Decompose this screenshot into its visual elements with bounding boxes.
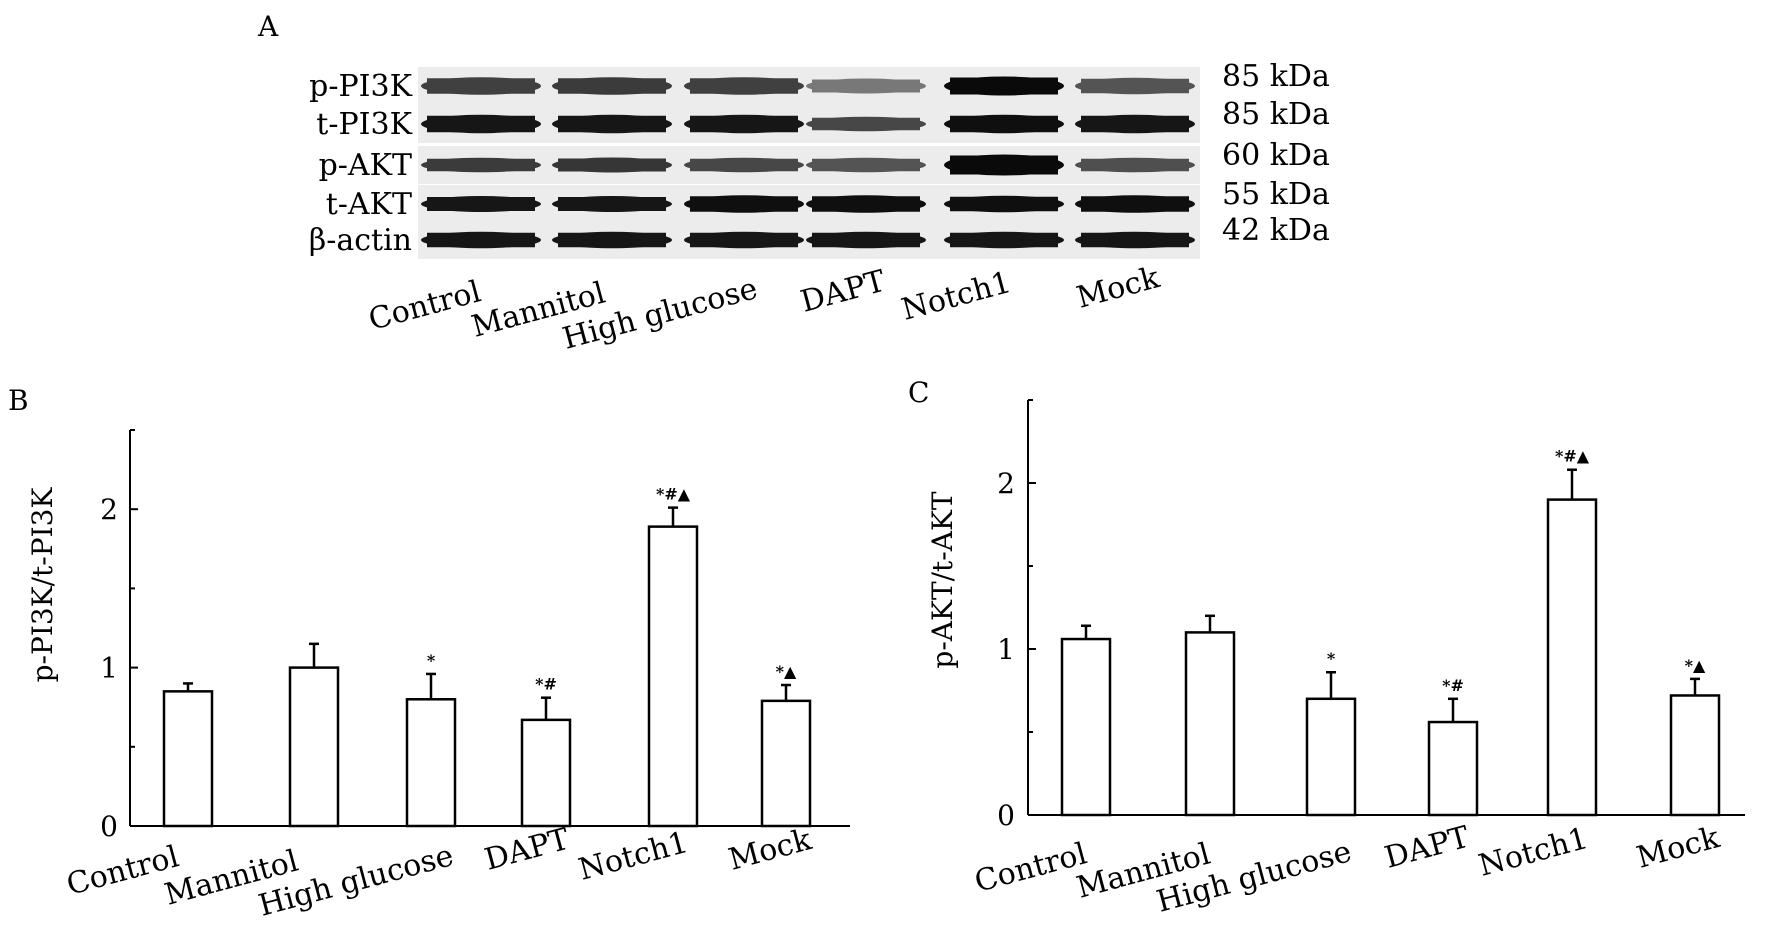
blot-band-core [558, 232, 666, 248]
bar [405, 698, 457, 828]
blot-band-core [950, 196, 1058, 212]
blot-lane-label: Notch1 [898, 265, 1015, 328]
blot-band-core [690, 158, 798, 172]
panel-c-letter: C [908, 376, 929, 409]
blot-lane-label: Mock [1073, 260, 1164, 316]
blot-band-core [558, 197, 666, 211]
significance-marker: *▲ [1685, 656, 1706, 675]
blot-row-label: t-AKT [326, 187, 412, 222]
blot-kda-label: 85 kDa [1222, 97, 1330, 132]
bar [1184, 631, 1236, 817]
blot-band-core [427, 78, 535, 94]
significance-marker: *# [1442, 676, 1464, 695]
blot-row-label: p-PI3K [309, 69, 412, 104]
blot-band-core [558, 158, 666, 172]
y-tick-label: 0 [100, 810, 118, 843]
y-tick-label: 2 [100, 493, 118, 526]
panel-b-chart: B p-PI3K/t-PI3K 012ControlMannitol*High … [8, 384, 850, 924]
blot-lane-label: Control [365, 274, 485, 337]
blot-band-core [812, 117, 920, 131]
x-tick-label: Mock [725, 822, 816, 878]
x-tick-label: DAPT [1381, 820, 1473, 876]
panel-a-letter: A [257, 10, 279, 43]
blot-band-core [812, 79, 920, 93]
bar [520, 718, 572, 828]
blot-band-core [427, 115, 535, 133]
blot-row-label: p-AKT [319, 148, 412, 183]
significance-marker: *# [535, 675, 557, 694]
blot-band-core [950, 155, 1058, 175]
bar [1305, 697, 1357, 817]
significance-marker: *▲ [776, 662, 797, 681]
bar [1669, 694, 1721, 817]
blot-row-label: β-actin [309, 223, 412, 258]
significance-marker: * [1327, 649, 1336, 668]
blot-band-core [558, 115, 666, 133]
blot-band-core [427, 197, 535, 211]
bar [288, 666, 340, 828]
blot-band-core [950, 77, 1058, 95]
panel-b-letter: B [8, 384, 29, 417]
blot-band-core [812, 158, 920, 172]
bar [1427, 720, 1479, 817]
y-tick-label: 1 [100, 652, 118, 685]
blot-kda-label: 60 kDa [1222, 138, 1330, 173]
blot-lane-label: DAPT [797, 264, 889, 320]
significance-marker: * [427, 651, 436, 670]
blot-band-core [690, 115, 798, 133]
x-tick-label: Control [971, 836, 1091, 899]
blot-kda-label: 85 kDa [1222, 59, 1330, 94]
x-tick-label: Notch1 [1475, 821, 1592, 884]
y-tick-label: 1 [997, 633, 1015, 666]
blot-band-core [950, 232, 1058, 248]
blot-band-core [427, 232, 535, 248]
x-tick-label: Notch1 [575, 825, 692, 888]
bar [1060, 637, 1112, 817]
blot-row-label: t-PI3K [316, 107, 412, 142]
significance-marker: *#▲ [1555, 447, 1590, 466]
blot-band-core [1081, 158, 1189, 172]
blot-band-core [427, 158, 535, 172]
bar [647, 525, 699, 828]
y-tick-label: 2 [997, 467, 1015, 500]
blot-band-core [1081, 115, 1189, 133]
significance-marker: *#▲ [656, 485, 691, 504]
blot-band-core [1081, 78, 1189, 94]
blot-kda-label: 55 kDa [1222, 177, 1330, 212]
blot-band-core [1081, 196, 1189, 212]
blot-band-core [812, 196, 920, 212]
blot-band-core [812, 232, 920, 248]
blot-band-core [558, 78, 666, 94]
blot-band-core [690, 78, 798, 94]
blot-band-core [690, 232, 798, 248]
blot-kda-label: 42 kDa [1222, 213, 1330, 248]
bar [760, 699, 812, 828]
x-tick-label: DAPT [481, 822, 573, 878]
y-tick-label: 0 [997, 799, 1015, 832]
panel-b-y-axis-title: p-PI3K/t-PI3K [26, 487, 59, 683]
blot-band-core [690, 196, 798, 212]
western-blot [418, 67, 1200, 259]
blot-band-core [1081, 232, 1189, 248]
x-tick-label: Mock [1633, 820, 1724, 876]
bar [162, 690, 214, 828]
bar [1546, 498, 1598, 817]
blot-band-core [950, 115, 1058, 133]
panel-c-y-axis-title: p-AKT/t-AKT [926, 491, 959, 668]
